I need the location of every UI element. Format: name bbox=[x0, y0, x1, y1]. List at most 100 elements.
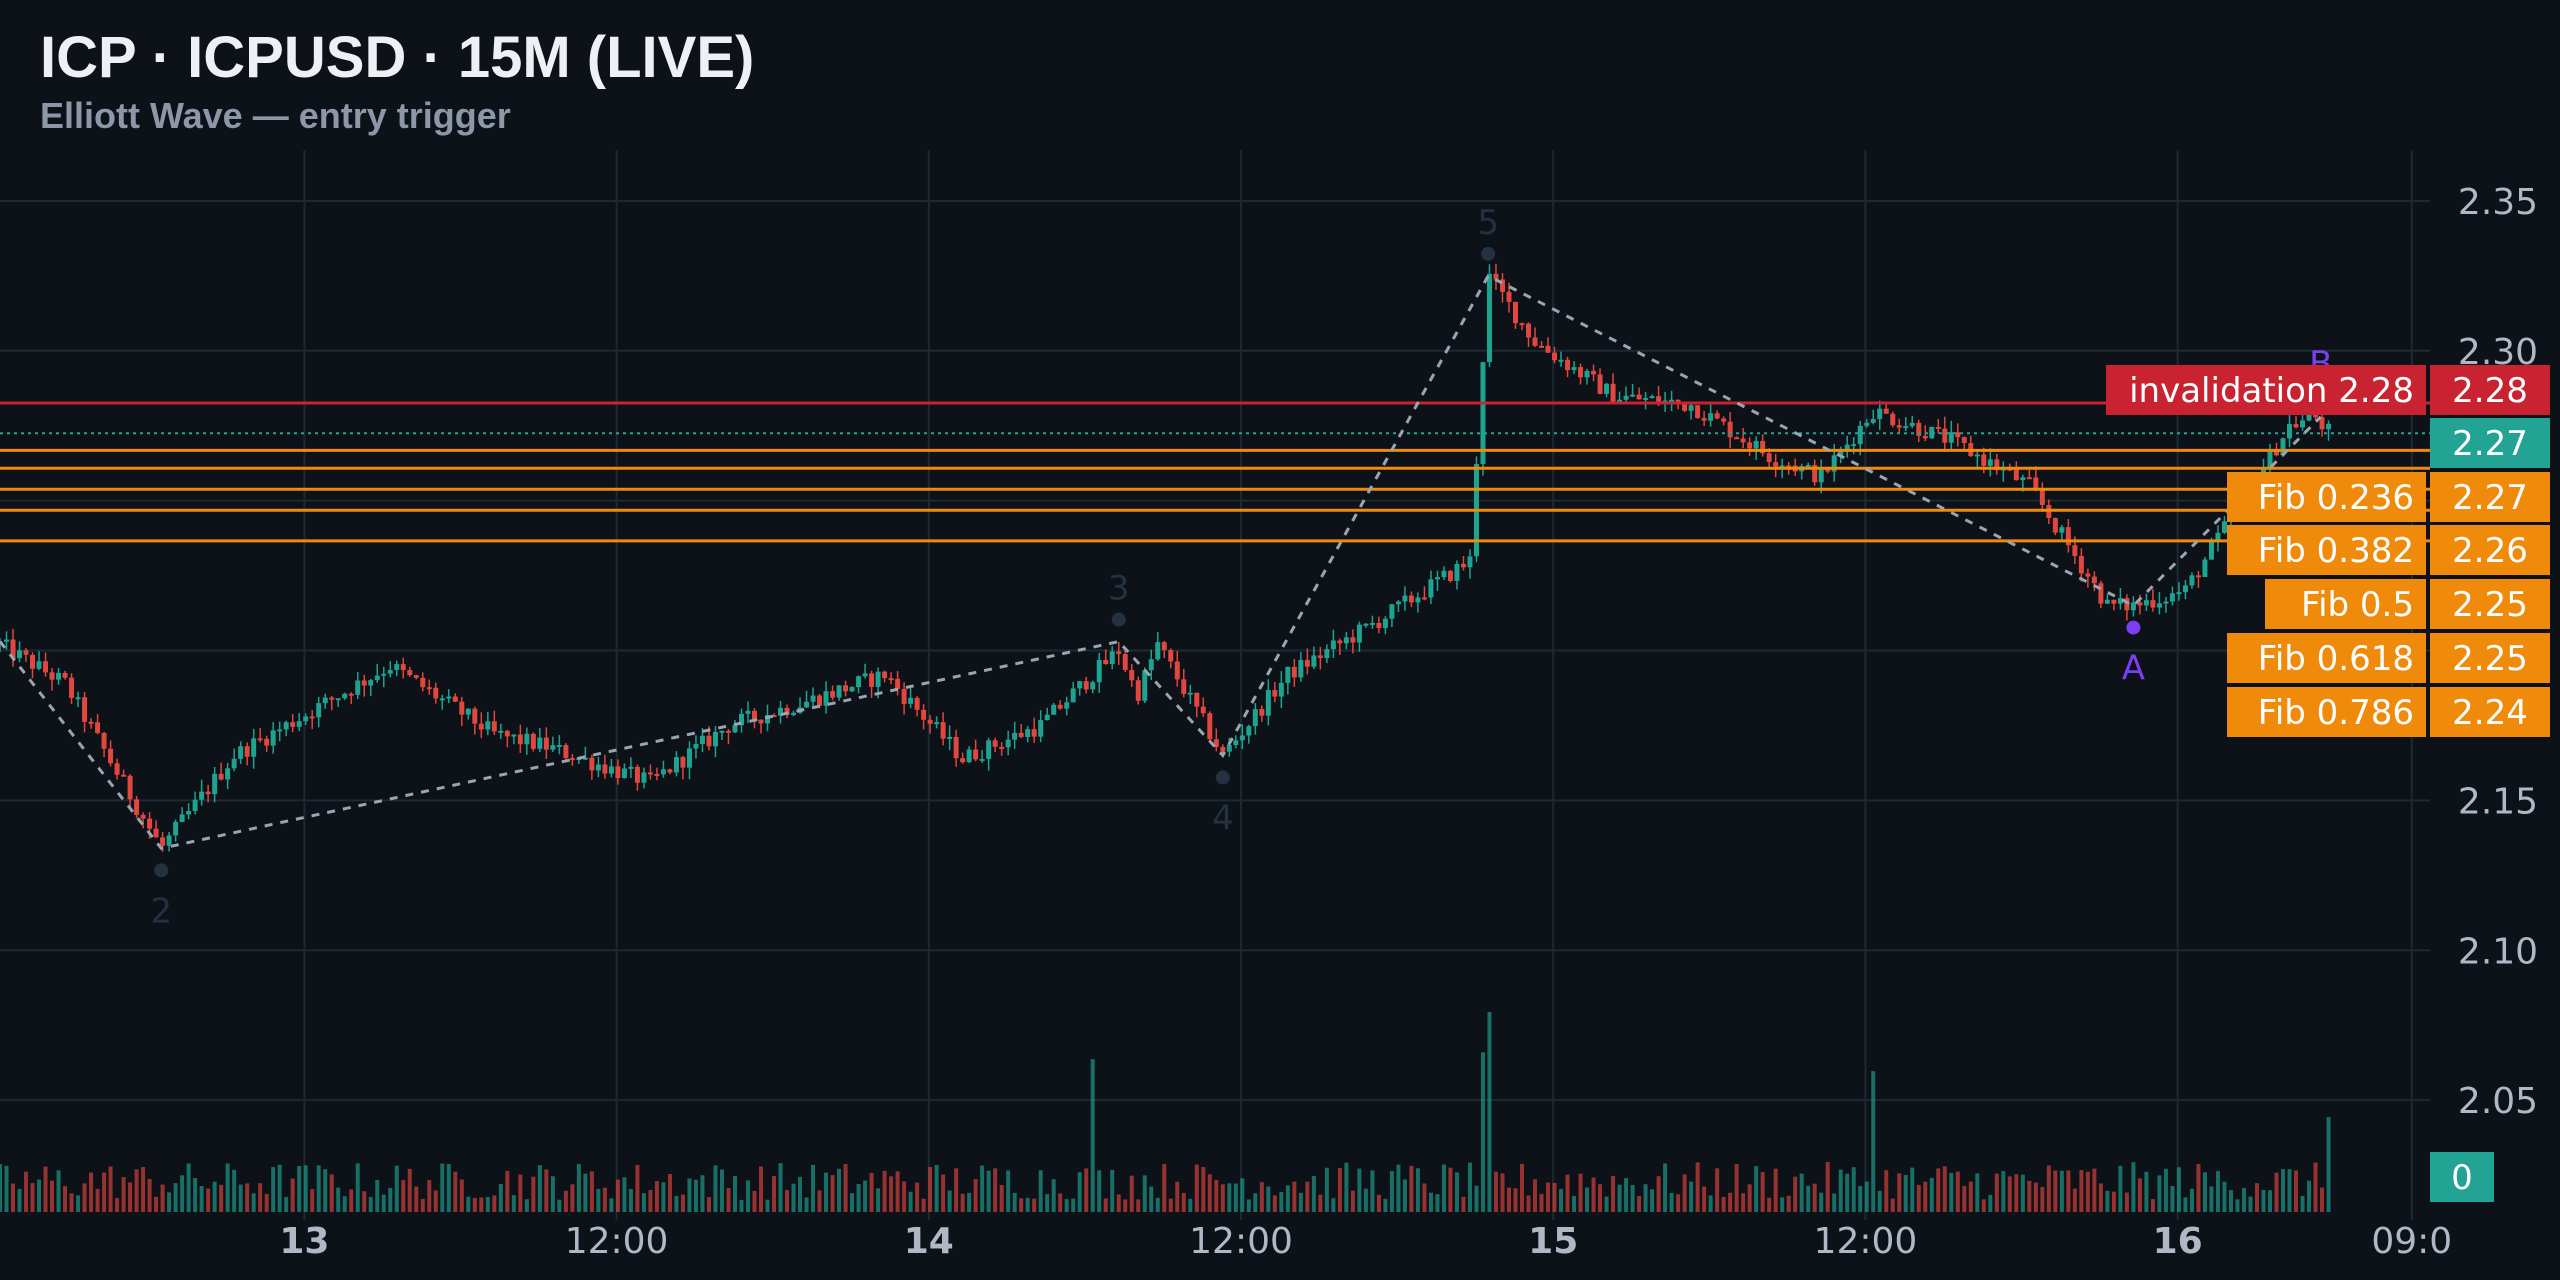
volume-bar bbox=[713, 1165, 718, 1212]
candle-body bbox=[2072, 545, 2078, 556]
candle-body bbox=[179, 814, 185, 822]
candle-body bbox=[1064, 702, 1070, 709]
candle-body bbox=[2098, 583, 2104, 604]
candle-body bbox=[2208, 541, 2214, 560]
candle-body bbox=[719, 730, 725, 733]
volume-bar bbox=[745, 1180, 750, 1212]
volume-bar bbox=[1962, 1185, 1967, 1212]
candle-body bbox=[882, 671, 888, 679]
candle-body bbox=[680, 757, 686, 768]
volume-bar bbox=[915, 1182, 920, 1212]
volume-bar bbox=[1760, 1172, 1765, 1212]
candle-body bbox=[2111, 599, 2117, 604]
candle-body bbox=[62, 672, 68, 678]
volume-bar bbox=[1949, 1172, 1954, 1212]
candle-body bbox=[368, 680, 374, 686]
candle-body bbox=[95, 722, 101, 733]
candle-body bbox=[361, 680, 367, 686]
candle-body bbox=[1031, 729, 1037, 737]
volume-bar bbox=[687, 1178, 692, 1212]
volume-bar bbox=[1097, 1170, 1102, 1212]
candle-body bbox=[1018, 732, 1024, 737]
volume-bar bbox=[1617, 1184, 1622, 1212]
level-tags: invalidation 2.28 2.28 Fib 0.236 2.27 Fib 0.… bbox=[2106, 365, 2550, 1202]
volume-bar bbox=[2313, 1162, 2318, 1212]
candle-body bbox=[634, 766, 640, 783]
candle-body bbox=[1142, 670, 1148, 701]
volume-bar bbox=[2007, 1176, 2012, 1212]
candle-body bbox=[1155, 642, 1161, 660]
volume-bar bbox=[1637, 1195, 1642, 1212]
candle-body bbox=[1831, 455, 1837, 472]
candle-body bbox=[1584, 370, 1590, 378]
candle-body bbox=[2221, 521, 2227, 533]
candle-body bbox=[1278, 682, 1284, 697]
candle-body bbox=[355, 680, 361, 695]
volume-bar bbox=[2267, 1190, 2272, 1212]
candle-body bbox=[459, 701, 465, 715]
volume-bar bbox=[1279, 1192, 1284, 1212]
volume-bar bbox=[2202, 1172, 2207, 1212]
level-tag-text: Fib 0.786 bbox=[2258, 693, 2414, 733]
volume-bar bbox=[128, 1182, 133, 1212]
candle-body bbox=[1805, 465, 1811, 468]
wave-label: 2 bbox=[150, 891, 172, 931]
volume-bar bbox=[1396, 1164, 1401, 1212]
candle-body bbox=[2287, 424, 2293, 439]
volume-bars bbox=[0, 1012, 2331, 1212]
volume-bar bbox=[394, 1165, 399, 1212]
candle-body bbox=[1441, 570, 1447, 578]
candle-body bbox=[563, 745, 569, 759]
candle-body bbox=[1649, 396, 1655, 399]
volume-bar bbox=[2046, 1165, 2051, 1212]
volume-bar bbox=[2222, 1181, 2227, 1212]
volume-bar bbox=[1285, 1185, 1290, 1212]
volume-bar bbox=[2294, 1170, 2299, 1212]
candle-body bbox=[1148, 659, 1154, 671]
candle-body bbox=[2267, 448, 2273, 470]
candle-body bbox=[1857, 425, 1863, 445]
volume-bar bbox=[869, 1172, 874, 1212]
candle-body bbox=[309, 716, 315, 719]
volume-bar bbox=[1493, 1171, 1498, 1212]
candle-body bbox=[823, 691, 829, 706]
candle-body bbox=[1701, 417, 1707, 421]
volume-bar bbox=[1383, 1198, 1388, 1212]
volume-bar bbox=[2033, 1182, 2038, 1212]
volume-bar bbox=[264, 1193, 269, 1212]
candle-body bbox=[693, 743, 699, 749]
volume-bar bbox=[706, 1197, 711, 1212]
level-tag-text: Fib 0.236 bbox=[2258, 478, 2414, 518]
candle-body bbox=[1565, 359, 1571, 371]
candle-body bbox=[478, 723, 484, 730]
candle-body bbox=[1552, 352, 1558, 361]
volume-bar bbox=[1728, 1192, 1733, 1212]
volume-bar bbox=[693, 1179, 698, 1212]
volume-bar bbox=[726, 1187, 731, 1212]
volume-bar bbox=[173, 1183, 178, 1212]
volume-bar bbox=[876, 1188, 881, 1212]
volume-bar bbox=[1077, 1172, 1082, 1212]
volume-bar bbox=[1422, 1183, 1427, 1212]
candle-body bbox=[1688, 405, 1694, 411]
candle-body bbox=[784, 707, 790, 716]
x-tick-label: 14 bbox=[904, 1221, 954, 1262]
volume-bar bbox=[2163, 1168, 2168, 1212]
volume-bar bbox=[1227, 1183, 1232, 1212]
volume-bar bbox=[1663, 1163, 1668, 1212]
candle-body bbox=[348, 693, 354, 696]
candle-body bbox=[2124, 598, 2130, 611]
candle-body bbox=[1369, 622, 1375, 625]
candle-body bbox=[160, 837, 166, 846]
volume-bar bbox=[576, 1164, 581, 1212]
wave-label: 4 bbox=[1212, 798, 1234, 838]
volume-bar bbox=[602, 1187, 607, 1212]
volume-bar bbox=[1370, 1170, 1375, 1212]
volume-bar bbox=[843, 1164, 848, 1212]
candle-body bbox=[771, 715, 777, 718]
candle-body bbox=[1447, 570, 1453, 581]
volume-bar bbox=[1155, 1197, 1160, 1212]
volume-bar bbox=[219, 1184, 224, 1212]
volume-bar bbox=[24, 1171, 29, 1212]
